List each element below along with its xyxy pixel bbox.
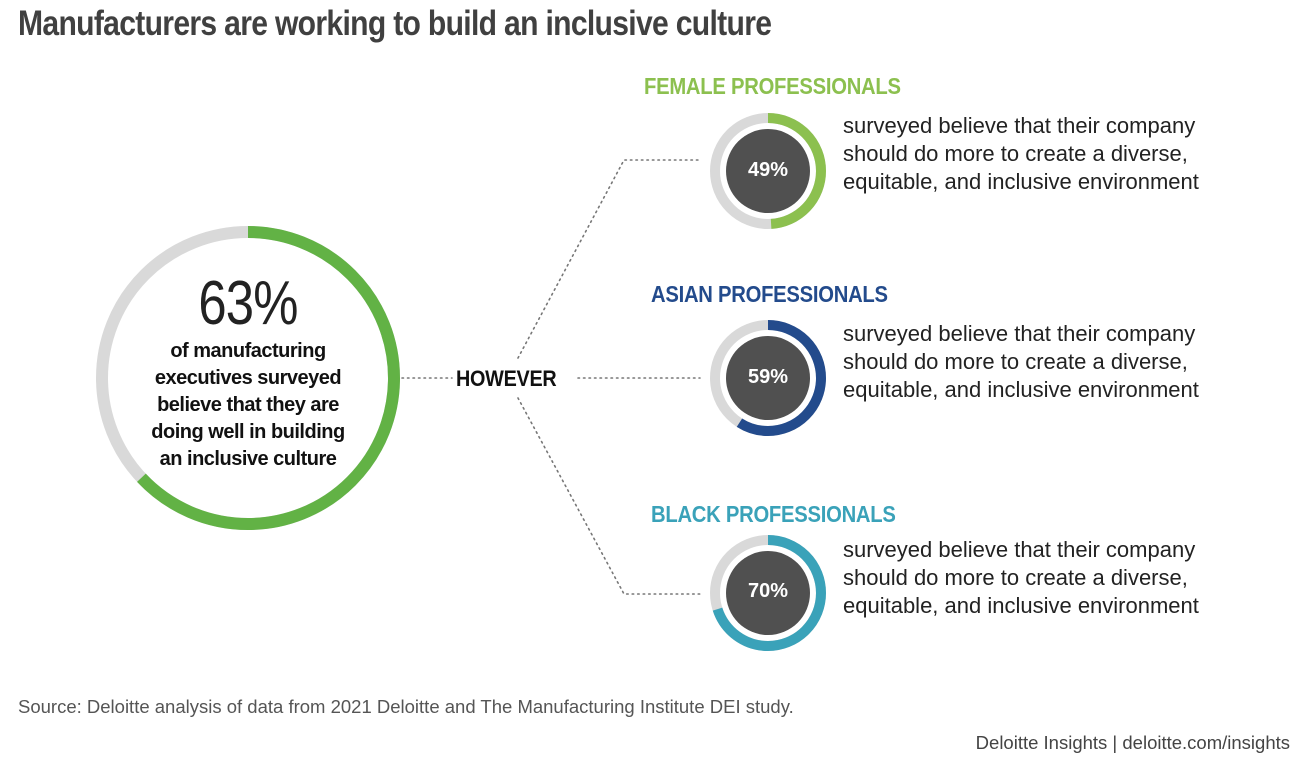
main-stat-value: 63% — [198, 269, 298, 338]
dotted-connectors — [401, 159, 701, 595]
chart-title: Manufacturers are working to build an in… — [18, 4, 772, 43]
black-percent-label: 70% — [747, 580, 789, 602]
source-note: Source: Deloitte analysis of data from 2… — [18, 696, 794, 717]
female-donut — [710, 113, 826, 229]
asian-professionals-heading: ASIAN PROFESSIONALS — [651, 281, 888, 307]
main-donut — [96, 226, 400, 530]
black-donut-center — [726, 551, 810, 635]
female-donut-center — [726, 129, 810, 213]
asian-donut — [710, 320, 826, 436]
main-stat-caption-line: believe that they are — [157, 394, 339, 416]
black-description: surveyed believe that their company shou… — [843, 537, 1199, 618]
asian-donut-center — [726, 336, 810, 420]
female-professionals-heading: FEMALE PROFESSIONALS — [644, 73, 901, 99]
female-percent-label: 49% — [747, 159, 789, 181]
main-stat-caption-line: doing well in building — [151, 421, 345, 443]
footer-credit: Deloitte Insights | deloitte.com/insight… — [975, 732, 1290, 753]
female-donut-value-arc — [710, 113, 826, 229]
main-stat-caption-line: an inclusive culture — [159, 448, 337, 470]
asian-percent-label: 59% — [747, 366, 789, 388]
main-stat-caption-line: of manufacturing — [170, 340, 326, 362]
black-donut — [710, 535, 826, 651]
donut-rings — [96, 113, 826, 651]
asian-donut-value-arc — [710, 320, 826, 436]
female-description: surveyed believe that their company shou… — [843, 113, 1199, 194]
connector-however-to-black — [517, 397, 701, 595]
asian-description: surveyed believe that their company shou… — [843, 321, 1199, 402]
main-stat-caption-line: executives surveyed — [154, 367, 342, 389]
main-donut-value-arc — [96, 226, 400, 530]
however-label: HOWEVER — [456, 366, 557, 391]
main-stat-caption: of manufacturing executives surveyed bel… — [138, 338, 358, 473]
black-professionals-heading: BLACK PROFESSIONALS — [651, 501, 896, 527]
black-donut-value-arc — [710, 535, 826, 651]
connector-however-to-female — [517, 159, 701, 359]
